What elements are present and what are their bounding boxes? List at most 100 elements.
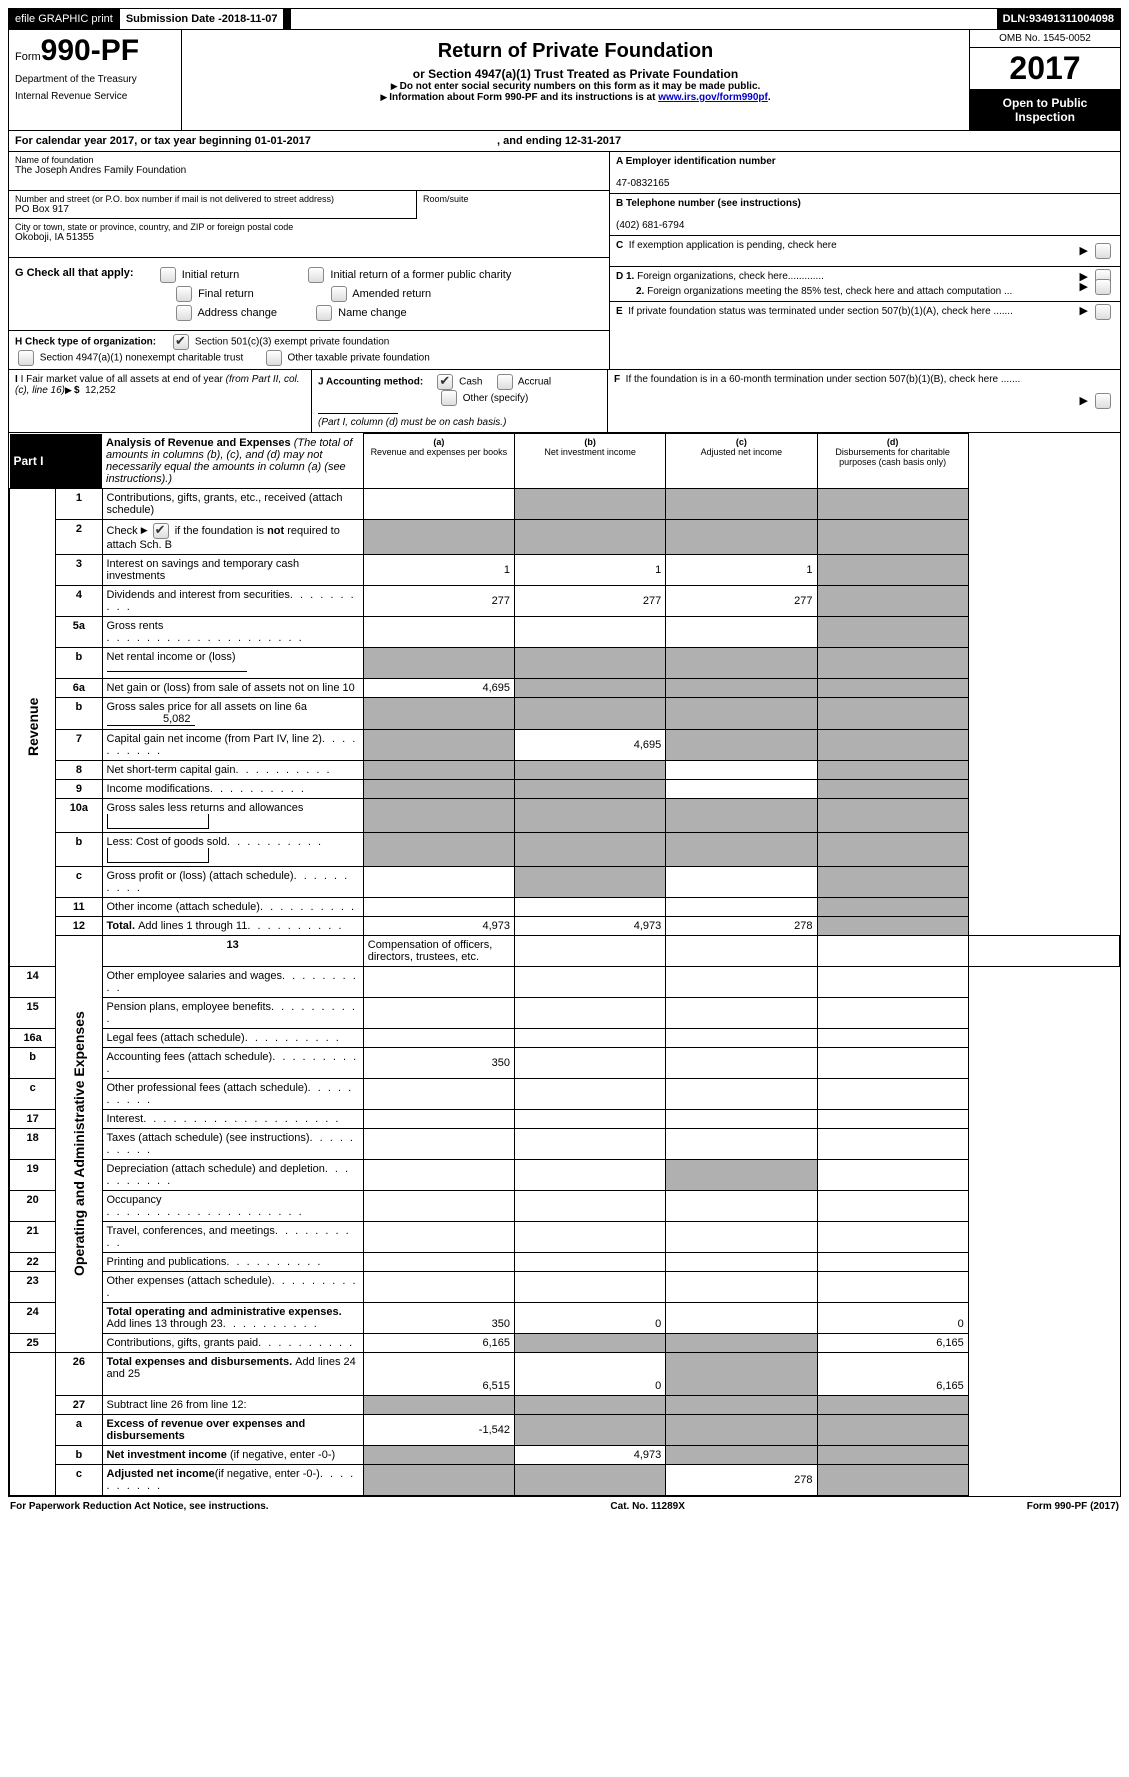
cb-initial-former[interactable] bbox=[308, 267, 324, 283]
part1-label: Part I bbox=[10, 434, 103, 489]
d1-label: Foreign organizations, check here.......… bbox=[637, 271, 824, 282]
j-label: J Accounting method: bbox=[318, 377, 423, 388]
table-row: 27Subtract line 26 from line 12: bbox=[10, 1395, 1120, 1414]
table-row: cAdjusted net income(if negative, enter … bbox=[10, 1464, 1120, 1495]
form-subtitle: or Section 4947(a)(1) Trust Treated as P… bbox=[188, 67, 963, 81]
dept-irs: Internal Revenue Service bbox=[15, 91, 175, 102]
foundation-name: The Joseph Andres Family Foundation bbox=[15, 165, 603, 176]
form-word: Form bbox=[15, 51, 41, 63]
calendar-year-row: For calendar year 2017, or tax year begi… bbox=[8, 131, 1121, 152]
cb-f[interactable] bbox=[1095, 393, 1111, 409]
table-row: 20Occupancy bbox=[10, 1190, 1120, 1221]
street-value: PO Box 917 bbox=[15, 204, 410, 215]
revenue-side-label: Revenue bbox=[10, 488, 56, 966]
a-label: A Employer identification number bbox=[616, 156, 776, 167]
table-row: 15Pension plans, employee benefits bbox=[10, 997, 1120, 1028]
table-row: bNet investment income (if negative, ent… bbox=[10, 1445, 1120, 1464]
cb-other-method[interactable] bbox=[441, 390, 457, 406]
irs-link[interactable]: www.irs.gov/form990pf bbox=[658, 92, 768, 103]
footer-left: For Paperwork Reduction Act Notice, see … bbox=[10, 1501, 269, 1512]
table-row: 2Check if the foundation is not required… bbox=[10, 519, 1120, 554]
hij-row: I I Fair market value of all assets at e… bbox=[8, 370, 1121, 433]
table-row: 25Contributions, gifts, grants paid6,165… bbox=[10, 1333, 1120, 1352]
table-row: 11Other income (attach schedule) bbox=[10, 897, 1120, 916]
table-row: 4Dividends and interest from securities … bbox=[10, 585, 1120, 616]
cb-cash[interactable] bbox=[437, 374, 453, 390]
table-row: 6aNet gain or (loss) from sale of assets… bbox=[10, 678, 1120, 697]
table-row: cOther professional fees (attach schedul… bbox=[10, 1078, 1120, 1109]
ein-value: 47-0832165 bbox=[616, 178, 669, 189]
table-row: bGross sales price for all assets on lin… bbox=[10, 697, 1120, 729]
table-row: 9Income modifications bbox=[10, 779, 1120, 798]
note-ssn: Do not enter social security numbers on … bbox=[400, 81, 761, 92]
omb-number: OMB No. 1545-0052 bbox=[970, 30, 1120, 48]
table-row: Revenue 1Contributions, gifts, grants, e… bbox=[10, 488, 1120, 519]
table-row: 18Taxes (attach schedule) (see instructi… bbox=[10, 1128, 1120, 1159]
info-grid: Name of foundation The Joseph Andres Fam… bbox=[8, 152, 1121, 370]
page-footer: For Paperwork Reduction Act Notice, see … bbox=[8, 1497, 1121, 1516]
table-row: 17Interest bbox=[10, 1109, 1120, 1128]
city-label: City or town, state or province, country… bbox=[15, 222, 603, 232]
cb-other-tax[interactable] bbox=[266, 350, 282, 366]
cb-name-change[interactable] bbox=[316, 305, 332, 321]
table-row: 22Printing and publications bbox=[10, 1252, 1120, 1271]
col-c-header: Adjusted net income bbox=[701, 447, 783, 457]
expenses-side-label: Operating and Administrative Expenses bbox=[56, 935, 102, 1352]
r6b-value: 5,082 bbox=[107, 713, 195, 726]
table-row: aExcess of revenue over expenses and dis… bbox=[10, 1414, 1120, 1445]
street-label: Number and street (or P.O. box number if… bbox=[15, 194, 410, 204]
cb-amended[interactable] bbox=[331, 286, 347, 302]
cb-address[interactable] bbox=[176, 305, 192, 321]
cb-d2[interactable] bbox=[1095, 279, 1111, 295]
submission-date: Submission Date - 2018-11-07 bbox=[120, 9, 285, 29]
room-label: Room/suite bbox=[423, 194, 603, 204]
tax-year: 2017 bbox=[970, 48, 1120, 90]
table-row: bNet rental income or (loss) bbox=[10, 647, 1120, 678]
name-label: Name of foundation bbox=[15, 155, 603, 165]
form-number: 990-PF bbox=[41, 34, 139, 67]
table-row: 5aGross rents bbox=[10, 616, 1120, 647]
table-row: 24Total operating and administrative exp… bbox=[10, 1302, 1120, 1333]
col-d-header: Disbursements for charitable purposes (c… bbox=[835, 447, 950, 467]
form-header: Form990-PF Department of the Treasury In… bbox=[8, 30, 1121, 131]
cb-501c3[interactable] bbox=[173, 334, 189, 350]
cb-initial[interactable] bbox=[160, 267, 176, 283]
note-info-pre: Information about Form 990-PF and its in… bbox=[389, 92, 658, 103]
fmv-value: 12,252 bbox=[85, 385, 116, 396]
part1-title-cell: Analysis of Revenue and Expenses (The to… bbox=[102, 434, 363, 489]
table-row: cGross profit or (loss) (attach schedule… bbox=[10, 866, 1120, 897]
table-row: 10aGross sales less returns and allowanc… bbox=[10, 798, 1120, 832]
cb-accrual[interactable] bbox=[497, 374, 513, 390]
f-label: If the foundation is in a 60-month termi… bbox=[626, 374, 1021, 385]
cb-sch-b[interactable] bbox=[153, 523, 169, 539]
cb-c[interactable] bbox=[1095, 243, 1111, 259]
open-public: Open to Public Inspection bbox=[970, 90, 1120, 130]
cb-final[interactable] bbox=[176, 286, 192, 302]
footer-right: Form 990-PF (2017) bbox=[1027, 1501, 1119, 1512]
footer-mid: Cat. No. 11289X bbox=[610, 1501, 684, 1512]
table-row: 16aLegal fees (attach schedule) bbox=[10, 1028, 1120, 1047]
cb-e[interactable] bbox=[1095, 304, 1111, 320]
part1-table: Part I Analysis of Revenue and Expenses … bbox=[8, 433, 1121, 1497]
j-note: (Part I, column (d) must be on cash basi… bbox=[318, 417, 506, 428]
form-title: Return of Private Foundation bbox=[188, 40, 963, 63]
table-row: 3Interest on savings and temporary cash … bbox=[10, 554, 1120, 585]
e-label: If private foundation status was termina… bbox=[628, 306, 1013, 317]
top-bar: efile GRAPHIC print Submission Date - 20… bbox=[8, 8, 1121, 30]
cb-4947[interactable] bbox=[18, 350, 34, 366]
table-row: Operating and Administrative Expenses 13… bbox=[10, 935, 1120, 966]
col-a-header: Revenue and expenses per books bbox=[371, 447, 508, 457]
table-row: 23Other expenses (attach schedule) bbox=[10, 1271, 1120, 1302]
table-row: 21Travel, conferences, and meetings bbox=[10, 1221, 1120, 1252]
col-b-header: Net investment income bbox=[544, 447, 636, 457]
b-label: B Telephone number (see instructions) bbox=[616, 198, 801, 209]
c-label: If exemption application is pending, che… bbox=[629, 240, 837, 251]
phone-value: (402) 681-6794 bbox=[616, 220, 684, 231]
g-label: G Check all that apply: bbox=[15, 267, 134, 279]
dept-treasury: Department of the Treasury bbox=[15, 74, 175, 85]
h-label: H Check type of organization: bbox=[15, 337, 156, 348]
table-row: 14Other employee salaries and wages bbox=[10, 966, 1120, 997]
table-row: 12Total. Add lines 1 through 11 4,9734,9… bbox=[10, 916, 1120, 935]
efile-label: efile GRAPHIC print bbox=[9, 9, 120, 29]
d2-label: Foreign organizations meeting the 85% te… bbox=[647, 286, 1012, 297]
